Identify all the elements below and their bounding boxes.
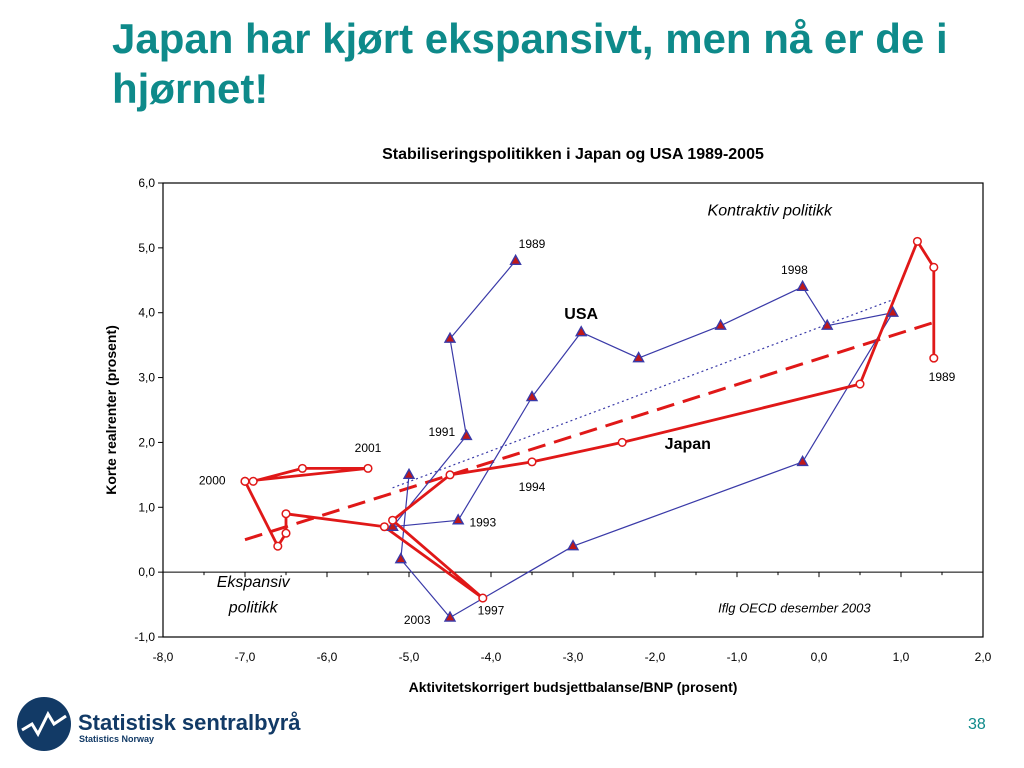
usa-point (714, 318, 727, 330)
y-tick-label: 6,0 (138, 176, 155, 190)
usa-point (796, 279, 809, 291)
usa-point (632, 351, 645, 363)
x-tick-label: -7,0 (235, 650, 256, 664)
usa-point (525, 390, 539, 402)
chart-annotation: 2003 (404, 613, 431, 627)
chart-annotation: 1998 (781, 263, 808, 277)
usa-point (796, 454, 809, 467)
chart-annotation: 1993 (469, 516, 496, 530)
chart-annotation: 1997 (478, 603, 505, 617)
chart-annotation: USA (564, 306, 598, 323)
japan-point (929, 353, 939, 363)
japan-point (388, 515, 398, 525)
japan-point (445, 470, 455, 480)
japan-point (929, 262, 939, 272)
chart-annotation: 1989 (929, 370, 956, 384)
japan-point (248, 476, 258, 486)
x-axis-label: Aktivitetskorrigert budsjettbalanse/BNP … (409, 679, 738, 695)
japan-point (912, 236, 922, 246)
chart-annotation: Ekspansiv (217, 574, 291, 591)
y-tick-label: -1,0 (134, 630, 155, 644)
japan-point (478, 593, 488, 603)
x-tick-label: -5,0 (399, 650, 420, 664)
x-tick-label: 1,0 (893, 650, 910, 664)
japan-point (240, 476, 250, 486)
x-tick-label: -6,0 (317, 650, 338, 664)
japan-point (379, 522, 389, 532)
y-axis-label: Korte realrenter (prosent) (103, 325, 119, 495)
chart-title: Stabiliseringspolitikken i Japan og USA … (382, 146, 764, 163)
logo-text: Statistisk sentralbyrå (78, 710, 301, 735)
slide-title: Japan har kjørt ekspansivt, men nå er de… (112, 15, 948, 112)
logo-subtext: Statistics Norway (79, 734, 155, 744)
japan-point (273, 541, 283, 551)
japan-trendline (244, 321, 935, 542)
usa-point (386, 519, 399, 531)
y-tick-label: 3,0 (138, 371, 155, 385)
usa-point (443, 331, 457, 343)
x-tick-label: -8,0 (153, 650, 174, 664)
chart-annotation: 1994 (519, 480, 546, 494)
x-tick-label: 2,0 (975, 650, 992, 664)
usa-point (460, 429, 473, 441)
usa-point (452, 513, 465, 525)
usa-point (402, 467, 416, 480)
usa-point (394, 552, 407, 564)
chart-annotation: 2000 (199, 474, 226, 488)
y-tick-label: 1,0 (138, 500, 155, 514)
usa-point (886, 305, 899, 317)
japan-series-line (243, 239, 936, 600)
usa-point (575, 325, 588, 337)
y-tick-label: 4,0 (138, 306, 155, 320)
x-tick-label: -3,0 (563, 650, 584, 664)
chart-annotation: Kontraktiv politikk (708, 202, 833, 219)
japan-point (281, 528, 291, 538)
chart: Stabiliseringspolitikken i Japan og USA … (103, 146, 992, 695)
japan-point (281, 509, 291, 519)
y-tick-label: 2,0 (138, 435, 155, 449)
page-number: 38 (968, 716, 986, 733)
chart-annotation: 1991 (428, 425, 455, 439)
x-tick-label: -1,0 (727, 650, 748, 664)
y-tick-label: 5,0 (138, 241, 155, 255)
chart-annotation: 2001 (355, 441, 382, 455)
chart-annotation: Japan (665, 436, 711, 453)
usa-point (509, 253, 522, 266)
usa-point (566, 539, 580, 551)
y-tick-label: 0,0 (138, 565, 155, 579)
x-tick-label: 0,0 (811, 650, 828, 664)
chart-annotation: 1989 (519, 237, 546, 251)
usa-point (821, 318, 834, 330)
japan-point (363, 463, 373, 473)
japan-point (617, 437, 627, 447)
japan-point (527, 457, 537, 467)
usa-trendline (392, 299, 894, 489)
ssb-logo (17, 697, 71, 751)
plot-area (162, 182, 984, 638)
japan-point (297, 463, 307, 473)
x-tick-label: -4,0 (481, 650, 502, 664)
usa-point (443, 610, 457, 622)
x-tick-label: -2,0 (645, 650, 666, 664)
chart-annotation: politikk (228, 599, 279, 616)
chart-annotation: Iflg OECD desember 2003 (718, 600, 871, 615)
japan-point (855, 379, 865, 389)
